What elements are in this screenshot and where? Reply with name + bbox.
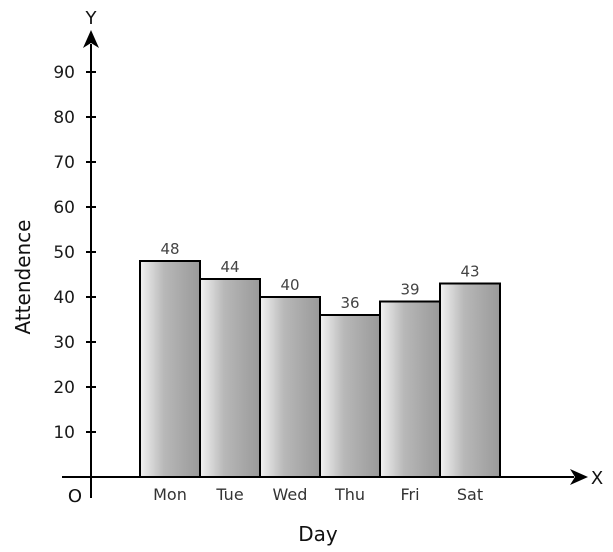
y-tick-label: 70 [53,153,75,173]
x-tick-label: Sat [457,485,483,504]
bar-sat [439,282,501,478]
y-axis-arrowhead [83,30,99,48]
y-tick-label: 90 [53,63,75,83]
y-tick-label: 60 [53,198,75,218]
bar-value-label: 44 [220,258,239,276]
bar-wed [259,296,321,478]
bar-value-label: 48 [160,240,179,258]
y-tick-label: 30 [53,333,75,353]
bar-value-label: 39 [400,281,419,299]
bars-group [139,260,501,478]
bar-value-label: 43 [460,263,479,281]
x-tick-label: Thu [334,485,365,504]
y-tick-label: 80 [53,108,75,128]
x-tick-label: Wed [273,485,308,504]
y-tick-label: 50 [53,243,75,263]
bar-mon [139,260,201,478]
y-ticks-group: 10 20 30 40 50 60 70 80 90 [53,63,96,443]
y-tick-label: 10 [53,423,75,443]
x-tick-label: Tue [215,485,243,504]
origin-label: O [68,486,82,507]
y-tick-label: 20 [53,378,75,398]
y-axis-title: Attendence [11,220,35,335]
x-axis-letter: X [591,468,603,489]
y-tick-label: 40 [53,288,75,308]
bar-fri [379,300,441,478]
bar-tue [199,278,261,478]
bar-value-label: 40 [280,276,299,294]
x-axis-title: Day [298,522,338,546]
y-axis-letter: Y [85,8,98,29]
bar-value-label: 36 [340,294,359,312]
x-tick-label: Mon [153,485,187,504]
x-tick-labels-group: Mon Tue Wed Thu Fri Sat [153,485,483,504]
x-tick-label: Fri [400,485,419,504]
value-labels-group: 48 44 40 36 39 43 [160,240,479,312]
bar-thu [319,314,381,478]
x-axis-arrowhead [570,469,588,485]
